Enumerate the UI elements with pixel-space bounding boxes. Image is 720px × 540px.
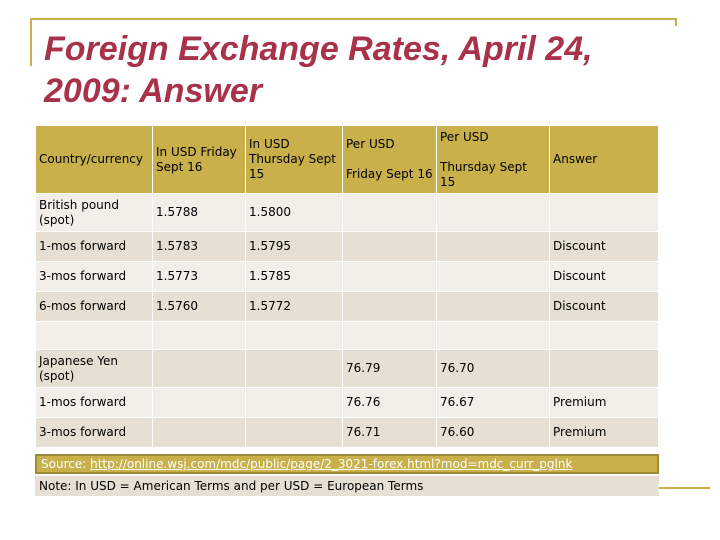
table-row: British pound (spot) 1.5788 1.5800 [35, 193, 659, 232]
answer-cell: Premium [549, 387, 659, 418]
in-usd-thursday-cell: 1.5795 [245, 231, 343, 262]
answer-cell: Discount [549, 261, 659, 292]
per-usd-friday-cell [342, 321, 437, 350]
per-usd-friday-cell [342, 261, 437, 292]
answer-cell [549, 349, 659, 388]
frame-bottom-line [658, 487, 710, 489]
terms-note: Note: In USD = American Terms and per US… [35, 476, 659, 496]
in-usd-thursday-cell [245, 349, 343, 388]
in-usd-thursday-cell: 1.5800 [245, 193, 343, 232]
page-title: Foreign Exchange Rates, April 24, 2009: … [44, 30, 593, 110]
table-header-row: Country/currency In USD Friday Sept 16 In … [35, 125, 659, 194]
table-row: 3-mos forward 76.71 76.60 Premium [35, 417, 659, 448]
per-usd-thursday-cell [436, 291, 550, 322]
header-per-usd-friday-cell: Per USD Friday Sept 16 [342, 125, 437, 194]
header-country-cell: Country/currency [35, 125, 153, 194]
frame-corner-tick [675, 18, 677, 26]
country-cell [35, 321, 153, 350]
table-row: 1-mos forward 1.5783 1.5795 Discount [35, 231, 659, 262]
frame-top-line [30, 18, 677, 20]
answer-cell [549, 321, 659, 350]
per-usd-thursday-cell: 76.60 [436, 417, 550, 448]
in-usd-friday-cell: 1.5773 [152, 261, 246, 292]
per-usd-thursday-cell [436, 261, 550, 292]
source-bar: Source: http://online.wsj.com/mdc/public… [35, 454, 659, 474]
table-row: Japanese Yen (spot) 76.79 76.70 [35, 349, 659, 388]
per-usd-friday-cell: 76.79 [342, 349, 437, 388]
per-usd-friday-cell: 76.76 [342, 387, 437, 418]
header-in-usd-friday-cell: In USD Friday Sept 16 [152, 125, 246, 194]
country-cell: 6-mos forward [35, 291, 153, 322]
in-usd-thursday-cell [245, 321, 343, 350]
per-usd-friday-cell [342, 193, 437, 232]
in-usd-friday-cell [152, 349, 246, 388]
in-usd-thursday-cell [245, 417, 343, 448]
per-usd-friday-cell [342, 291, 437, 322]
in-usd-friday-cell: 1.5788 [152, 193, 246, 232]
country-cell: 3-mos forward [35, 417, 153, 448]
answer-cell: Discount [549, 231, 659, 262]
header-answer-cell: Answer [549, 125, 659, 194]
per-usd-friday-cell: 76.71 [342, 417, 437, 448]
header-in-usd-thursday-cell: In USD Thursday Sept 15 [245, 125, 343, 194]
in-usd-friday-cell [152, 387, 246, 418]
answer-cell [549, 193, 659, 232]
source-link[interactable]: http://online.wsj.com/mdc/public/page/2_… [90, 457, 573, 471]
in-usd-friday-cell: 1.5783 [152, 231, 246, 262]
in-usd-thursday-cell [245, 387, 343, 418]
answer-cell: Discount [549, 291, 659, 322]
country-cell: 1-mos forward [35, 231, 153, 262]
per-usd-friday-cell [342, 231, 437, 262]
table-row: 3-mos forward 1.5773 1.5785 Discount [35, 261, 659, 292]
table-row: 6-mos forward 1.5760 1.5772 Discount [35, 291, 659, 322]
answer-cell: Premium [549, 417, 659, 448]
in-usd-thursday-cell: 1.5772 [245, 291, 343, 322]
in-usd-friday-cell [152, 321, 246, 350]
source-label: Source: [41, 457, 87, 471]
per-usd-thursday-cell [436, 231, 550, 262]
per-usd-thursday-cell [436, 321, 550, 350]
frame-left-line [30, 18, 32, 66]
in-usd-friday-cell: 1.5760 [152, 291, 246, 322]
fx-rates-table: Country/currency In USD Friday Sept 16 In … [35, 125, 659, 448]
country-cell: British pound (spot) [35, 193, 153, 232]
table-row [35, 321, 659, 350]
header-per-usd-thursday-cell: Per USD Thursday Sept 15 [436, 125, 550, 194]
per-usd-thursday-cell: 76.67 [436, 387, 550, 418]
country-cell: 1-mos forward [35, 387, 153, 418]
in-usd-thursday-cell: 1.5785 [245, 261, 343, 292]
in-usd-friday-cell [152, 417, 246, 448]
country-cell: Japanese Yen (spot) [35, 349, 153, 388]
country-cell: 3-mos forward [35, 261, 153, 292]
table-row: 1-mos forward 76.76 76.67 Premium [35, 387, 659, 418]
per-usd-thursday-cell [436, 193, 550, 232]
per-usd-thursday-cell: 76.70 [436, 349, 550, 388]
